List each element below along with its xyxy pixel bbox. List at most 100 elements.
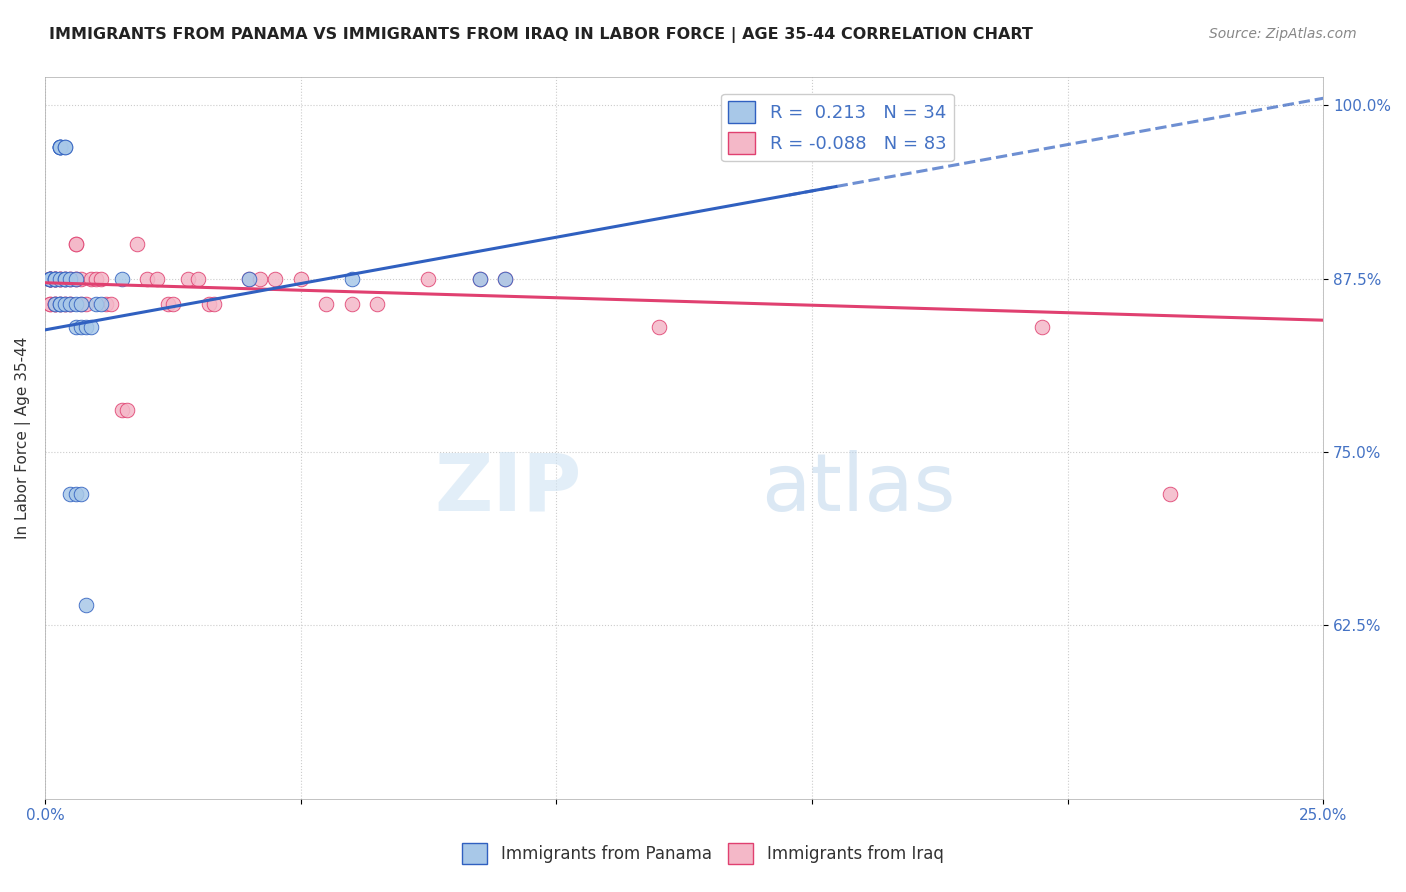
Point	[39, 296, 62, 310]
Point	[1031, 320, 1053, 334]
Point	[75, 598, 97, 612]
Point	[290, 271, 312, 285]
Point	[249, 271, 271, 285]
Text: Source: ZipAtlas.com: Source: ZipAtlas.com	[1209, 27, 1357, 41]
Point	[44, 271, 66, 285]
Point	[65, 271, 87, 285]
Point	[53, 296, 76, 310]
Point	[69, 296, 91, 310]
Point	[53, 271, 76, 285]
Point	[110, 271, 132, 285]
Point	[44, 296, 66, 310]
Point	[44, 271, 66, 285]
Text: atlas: atlas	[761, 450, 955, 527]
Point	[238, 271, 260, 285]
Point	[69, 320, 91, 334]
Point	[44, 296, 66, 310]
Point	[65, 271, 87, 285]
Point	[177, 271, 200, 285]
Point	[65, 320, 87, 334]
Point	[69, 296, 91, 310]
Point	[84, 271, 107, 285]
Point	[494, 271, 516, 285]
Point	[65, 236, 87, 251]
Point	[65, 236, 87, 251]
Point	[39, 271, 62, 285]
Point	[238, 271, 260, 285]
Point	[49, 140, 72, 154]
Point	[264, 271, 287, 285]
Point	[187, 271, 209, 285]
Point	[49, 140, 72, 154]
Point	[418, 271, 440, 285]
Point	[49, 296, 72, 310]
Point	[315, 296, 337, 310]
Point	[44, 271, 66, 285]
Legend: Immigrants from Panama, Immigrants from Iraq: Immigrants from Panama, Immigrants from …	[456, 837, 950, 871]
Point	[197, 296, 219, 310]
Y-axis label: In Labor Force | Age 35-44: In Labor Force | Age 35-44	[15, 337, 31, 540]
Point	[340, 271, 363, 285]
Point	[647, 320, 669, 334]
Point	[80, 320, 103, 334]
Point	[75, 320, 97, 334]
Point	[53, 140, 76, 154]
Point	[49, 140, 72, 154]
Point	[39, 271, 62, 285]
Text: IMMIGRANTS FROM PANAMA VS IMMIGRANTS FROM IRAQ IN LABOR FORCE | AGE 35-44 CORREL: IMMIGRANTS FROM PANAMA VS IMMIGRANTS FRO…	[49, 27, 1033, 43]
Point	[49, 296, 72, 310]
Point	[80, 271, 103, 285]
Point	[49, 140, 72, 154]
Point	[53, 296, 76, 310]
Point	[53, 271, 76, 285]
Point	[146, 271, 169, 285]
Point	[65, 486, 87, 500]
Point	[100, 296, 122, 310]
Point	[366, 296, 388, 310]
Point	[90, 271, 112, 285]
Point	[44, 296, 66, 310]
Point	[44, 271, 66, 285]
Point	[44, 271, 66, 285]
Point	[39, 296, 62, 310]
Point	[49, 271, 72, 285]
Point	[494, 271, 516, 285]
Point	[75, 296, 97, 310]
Point	[136, 271, 159, 285]
Point	[65, 271, 87, 285]
Point	[39, 271, 62, 285]
Point	[49, 296, 72, 310]
Point	[53, 296, 76, 310]
Point	[84, 296, 107, 310]
Point	[340, 296, 363, 310]
Point	[53, 271, 76, 285]
Point	[156, 296, 179, 310]
Point	[49, 296, 72, 310]
Point	[125, 236, 148, 251]
Point	[59, 271, 82, 285]
Point	[53, 271, 76, 285]
Point	[53, 140, 76, 154]
Point	[59, 271, 82, 285]
Point	[65, 296, 87, 310]
Point	[468, 271, 491, 285]
Point	[39, 271, 62, 285]
Point	[39, 271, 62, 285]
Point	[1159, 486, 1181, 500]
Point	[59, 486, 82, 500]
Point	[39, 271, 62, 285]
Point	[49, 271, 72, 285]
Point	[69, 486, 91, 500]
Point	[59, 296, 82, 310]
Point	[468, 271, 491, 285]
Point	[202, 296, 225, 310]
Point	[44, 271, 66, 285]
Point	[90, 296, 112, 310]
Point	[44, 271, 66, 285]
Point	[39, 271, 62, 285]
Point	[39, 271, 62, 285]
Point	[110, 403, 132, 417]
Point	[39, 271, 62, 285]
Point	[49, 271, 72, 285]
Point	[162, 296, 184, 310]
